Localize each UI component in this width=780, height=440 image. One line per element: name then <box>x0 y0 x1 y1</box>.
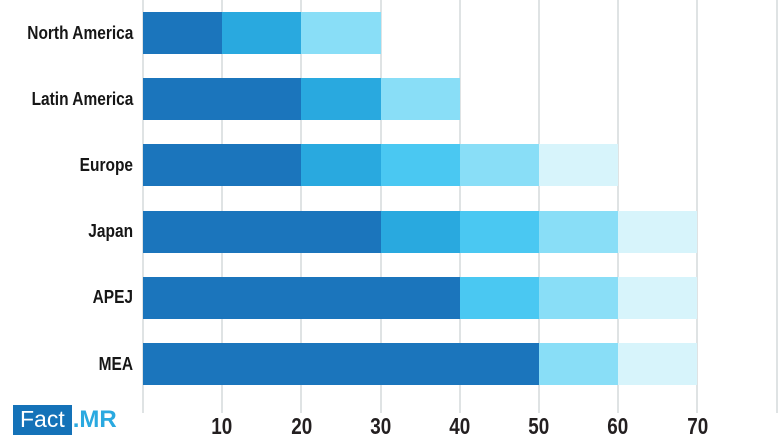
x-tick-30: 30 <box>370 413 392 439</box>
bar-segment <box>459 210 539 253</box>
category-label-europe: Europe <box>0 144 133 186</box>
x-tick-40: 40 <box>449 413 471 439</box>
category-label-text: Latin America <box>31 88 133 109</box>
bar-segment <box>143 276 460 319</box>
bar-segment <box>618 276 698 319</box>
bar-segment <box>143 78 302 121</box>
x-tick-70: 70 <box>686 413 708 439</box>
category-label-north-america: North America <box>0 12 133 54</box>
x-tick-20: 20 <box>290 413 312 439</box>
factmr-logo: Fact .MR <box>13 405 117 435</box>
gridline-40 <box>458 0 461 413</box>
bar-north-america <box>143 12 381 54</box>
category-label-latin-america: Latin America <box>0 78 133 120</box>
x-tick-60: 60 <box>607 413 629 439</box>
bar-segment <box>459 144 539 187</box>
gridline-10 <box>221 0 224 413</box>
bar-segment <box>459 276 539 319</box>
gridline-20 <box>300 0 303 413</box>
gridline-30 <box>379 0 382 413</box>
category-label-text: Europe <box>79 154 133 175</box>
bar-segment <box>301 144 381 187</box>
bar-segment <box>538 210 619 253</box>
gridline-60 <box>617 0 620 413</box>
bar-segment <box>143 210 381 253</box>
category-label-apej: APEJ <box>0 277 133 319</box>
bar-mea <box>143 343 698 385</box>
gridline-0 <box>142 0 144 413</box>
bar-segment <box>143 343 539 385</box>
bar-segment <box>143 12 223 54</box>
bar-segment <box>380 144 460 187</box>
category-label-text: Japan <box>88 221 133 242</box>
bar-europe <box>143 144 619 187</box>
bar-segment <box>538 276 619 319</box>
bar-apej <box>143 276 698 319</box>
bar-segment <box>618 210 698 253</box>
gridline-50 <box>538 0 540 413</box>
gridline-70 <box>696 0 699 413</box>
bar-japan <box>143 210 698 253</box>
x-tick-10: 10 <box>211 413 233 439</box>
logo-suffix-text: .MR <box>72 406 117 433</box>
gridline-80 <box>775 0 778 413</box>
x-tick-50: 50 <box>528 413 550 439</box>
bar-segment <box>380 210 460 253</box>
bar-segment <box>538 144 619 187</box>
bar-segment <box>618 343 698 385</box>
category-label-text: MEA <box>98 353 133 374</box>
bar-segment <box>380 78 460 121</box>
bar-segment <box>539 343 619 385</box>
bar-segment <box>301 12 381 54</box>
category-label-mea: MEA <box>0 343 133 385</box>
category-label-text: North America <box>26 22 133 43</box>
bar-latin-america <box>143 78 460 121</box>
category-label-text: APEJ <box>92 287 133 308</box>
bar-segment <box>301 78 381 121</box>
bar-segment <box>222 12 302 54</box>
bar-segment <box>143 144 302 187</box>
category-label-japan: Japan <box>0 211 133 253</box>
logo-box-text: Fact <box>13 405 72 435</box>
